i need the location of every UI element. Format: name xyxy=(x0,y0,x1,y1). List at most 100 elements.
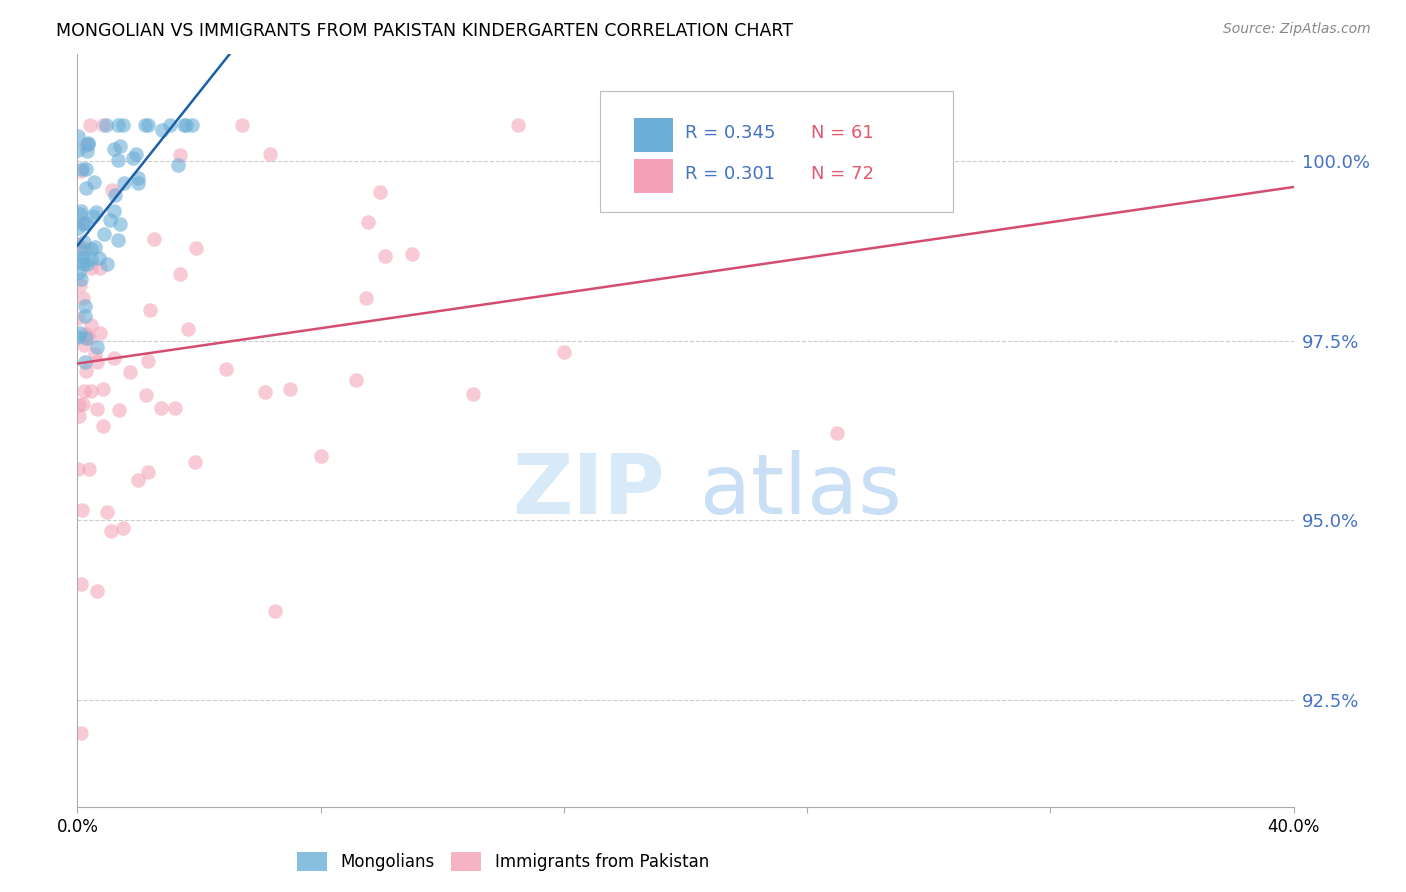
Point xyxy=(77,136,100,151)
Point xyxy=(72,257,94,271)
Point xyxy=(135,387,157,401)
Point xyxy=(86,341,108,355)
Point xyxy=(107,153,129,167)
Point xyxy=(80,384,103,398)
Point xyxy=(84,204,107,219)
Text: ZIP: ZIP xyxy=(512,450,665,532)
Point xyxy=(356,215,378,229)
Point xyxy=(83,175,105,189)
Point xyxy=(103,142,125,156)
Point xyxy=(89,251,111,265)
Point xyxy=(98,212,121,227)
Point xyxy=(169,148,191,162)
Point xyxy=(169,267,191,281)
Point xyxy=(70,204,93,219)
Point xyxy=(70,503,93,517)
Point xyxy=(67,311,90,326)
Bar xyxy=(634,118,673,152)
Text: R = 0.301: R = 0.301 xyxy=(686,165,776,183)
Point xyxy=(75,326,97,341)
Point xyxy=(177,322,200,336)
Point xyxy=(86,402,108,417)
Point xyxy=(231,118,253,132)
Point xyxy=(84,240,107,254)
Point xyxy=(107,233,129,247)
Point xyxy=(70,271,93,285)
Point xyxy=(309,450,332,464)
Point xyxy=(120,366,142,380)
Point xyxy=(77,462,100,476)
Point xyxy=(76,136,98,151)
Point xyxy=(96,505,118,519)
Point xyxy=(70,726,93,740)
Point xyxy=(80,260,103,275)
Point xyxy=(103,204,125,219)
Point xyxy=(354,291,377,305)
Point xyxy=(80,252,103,267)
Point xyxy=(75,161,97,176)
Point xyxy=(121,151,143,165)
Point xyxy=(73,384,96,399)
Point xyxy=(344,373,367,387)
Point xyxy=(127,177,149,191)
Point xyxy=(159,118,181,132)
Bar xyxy=(634,159,673,193)
Point xyxy=(75,300,97,314)
Point xyxy=(127,473,149,487)
Point xyxy=(66,330,89,344)
Point xyxy=(111,118,134,132)
Point xyxy=(72,291,94,305)
Point xyxy=(76,257,98,271)
Text: N = 61: N = 61 xyxy=(811,124,873,142)
Point xyxy=(253,384,276,399)
Point xyxy=(93,227,115,242)
Point xyxy=(136,465,159,479)
Point xyxy=(111,521,134,535)
Point xyxy=(73,355,96,369)
Point xyxy=(104,188,127,202)
Point xyxy=(93,383,115,397)
Point xyxy=(127,171,149,186)
Point xyxy=(80,242,103,256)
Point xyxy=(136,118,159,132)
Text: Source: ZipAtlas.com: Source: ZipAtlas.com xyxy=(1223,22,1371,37)
Point xyxy=(72,217,94,231)
Point xyxy=(165,401,187,416)
Point xyxy=(72,397,94,411)
Point xyxy=(69,409,91,423)
Point xyxy=(96,118,118,132)
Point xyxy=(136,354,159,368)
Point xyxy=(508,118,530,132)
Point xyxy=(100,524,122,538)
Point xyxy=(461,387,484,401)
Point xyxy=(93,418,115,433)
Point xyxy=(110,217,132,231)
Point xyxy=(186,241,208,255)
Point xyxy=(108,138,131,153)
Point xyxy=(101,183,124,197)
Point xyxy=(167,158,190,172)
Point xyxy=(75,216,97,230)
Point xyxy=(69,326,91,341)
Point xyxy=(89,260,111,275)
Point xyxy=(181,118,204,132)
Text: atlas: atlas xyxy=(700,450,901,532)
Point xyxy=(67,462,90,476)
Point xyxy=(73,235,96,249)
Point xyxy=(79,118,101,132)
Point xyxy=(112,176,135,190)
Point xyxy=(72,250,94,264)
Point xyxy=(139,303,162,318)
Point xyxy=(75,364,97,378)
Point xyxy=(72,216,94,230)
Legend: Mongolians, Immigrants from Pakistan: Mongolians, Immigrants from Pakistan xyxy=(291,846,716,878)
Point xyxy=(70,577,93,591)
Point xyxy=(401,247,423,261)
Text: R = 0.345: R = 0.345 xyxy=(686,124,776,142)
Point xyxy=(107,118,129,132)
Point xyxy=(553,345,575,359)
Point xyxy=(173,118,195,132)
Point xyxy=(77,331,100,345)
Point xyxy=(67,220,90,235)
Text: MONGOLIAN VS IMMIGRANTS FROM PAKISTAN KINDERGARTEN CORRELATION CHART: MONGOLIAN VS IMMIGRANTS FROM PAKISTAN KI… xyxy=(56,22,793,40)
